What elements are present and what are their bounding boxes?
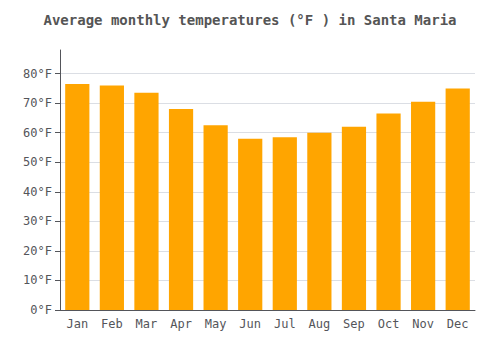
- svg-text:10°F: 10°F: [23, 273, 52, 287]
- svg-text:0°F: 0°F: [30, 303, 52, 317]
- svg-text:Mar: Mar: [136, 317, 158, 331]
- svg-text:Jun: Jun: [239, 317, 261, 331]
- svg-text:Jan: Jan: [66, 317, 88, 331]
- svg-text:Sep: Sep: [343, 317, 365, 331]
- svg-text:20°F: 20°F: [23, 244, 52, 258]
- svg-text:80°F: 80°F: [23, 67, 52, 81]
- svg-text:50°F: 50°F: [23, 155, 52, 169]
- svg-text:Average monthly temperatures (: Average monthly temperatures (°F ) in Sa…: [43, 12, 456, 28]
- svg-text:May: May: [205, 317, 227, 331]
- svg-text:40°F: 40°F: [23, 185, 52, 199]
- svg-text:Nov: Nov: [412, 317, 434, 331]
- svg-text:Dec: Dec: [447, 317, 469, 331]
- svg-text:Aug: Aug: [309, 317, 331, 331]
- svg-text:Feb: Feb: [101, 317, 123, 331]
- svg-text:Apr: Apr: [170, 317, 192, 331]
- svg-text:Oct: Oct: [378, 317, 400, 331]
- svg-text:70°F: 70°F: [23, 96, 52, 110]
- svg-text:30°F: 30°F: [23, 214, 52, 228]
- svg-text:Jul: Jul: [274, 317, 296, 331]
- svg-text:60°F: 60°F: [23, 126, 52, 140]
